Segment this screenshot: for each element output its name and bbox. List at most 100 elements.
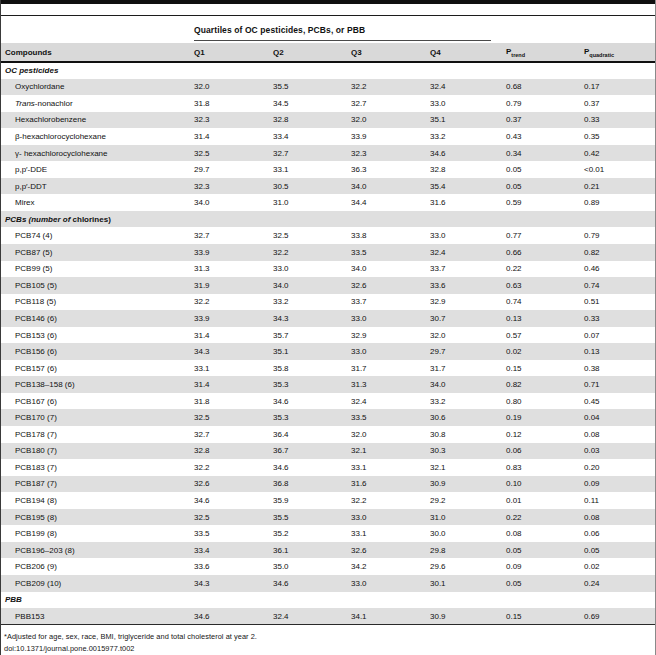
value-cell: 0.22: [506, 509, 584, 526]
value-cell: 32.7: [273, 145, 351, 162]
label-part: PCBs (number of: [5, 215, 73, 224]
table-row: PCB138–158 (6)31.435.331.334.00.820.71: [1, 376, 655, 393]
top-thin-rule: [1, 15, 655, 16]
value-cell: 0.02: [506, 343, 584, 360]
value-cell: 0.59: [506, 194, 584, 211]
value-cell: 33.5: [351, 244, 430, 261]
label-part: PCB209 (10): [15, 579, 61, 588]
compound-name: PCB118 (5): [1, 294, 194, 311]
value-cell: 32.4: [351, 393, 430, 410]
compound-name: PCB183 (7): [1, 459, 194, 476]
value-cell: 36.7: [273, 443, 351, 460]
value-cell: 34.6: [194, 492, 273, 509]
value-cell: 0.57: [506, 327, 584, 344]
value-cell: 33.6: [430, 277, 506, 294]
value-cell: 32.4: [430, 79, 506, 96]
value-cell: 32.5: [194, 145, 273, 162]
value-cell: 30.9: [430, 608, 506, 625]
value-cell: 33.0: [351, 310, 430, 327]
value-cell: 33.9: [194, 244, 273, 261]
label-part: PCB87 (5): [15, 248, 52, 257]
value-cell: 33.0: [351, 509, 430, 526]
value-cell: 0.46: [584, 261, 655, 278]
table-row: PCB196–203 (8)33.436.132.629.80.050.05: [1, 542, 655, 559]
value-cell: 35.3: [273, 409, 351, 426]
value-cell: 34.6: [273, 393, 351, 410]
compound-name: PCB194 (8): [1, 492, 194, 509]
value-cell: 32.3: [194, 112, 273, 129]
label-part: p,p′-DDE: [15, 165, 47, 174]
value-cell: 32.8: [273, 112, 351, 129]
value-cell: 0.82: [506, 376, 584, 393]
value-cell: 34.0: [430, 376, 506, 393]
value-cell: 33.4: [273, 128, 351, 145]
value-cell: 33.0: [351, 343, 430, 360]
value-cell: 33.1: [351, 525, 430, 542]
label-part: Mirex: [15, 198, 35, 207]
value-cell: 34.4: [351, 194, 430, 211]
label-part: β-hexachlorocyclohexane: [15, 132, 106, 141]
value-cell: 34.0: [351, 261, 430, 278]
p-trend-sub: trend: [511, 51, 525, 57]
value-cell: 0.37: [584, 95, 655, 112]
value-cell: 30.1: [430, 575, 506, 592]
value-cell: 0.05: [584, 542, 655, 559]
value-cell: 33.7: [351, 294, 430, 311]
column-header-row: Compounds Q1 Q2 Q3 Q4 Ptrend Pquadratic: [1, 43, 655, 62]
compound-name: PCB153 (6): [1, 327, 194, 344]
label-part: PCB167 (6): [15, 397, 57, 406]
value-cell: 0.79: [506, 95, 584, 112]
compound-name: PCB180 (7): [1, 443, 194, 460]
table-row: PCB105 (5)31.934.032.633.60.630.74: [1, 277, 655, 294]
value-cell: 0.77: [506, 227, 584, 244]
value-cell: 0.13: [506, 310, 584, 327]
value-cell: 0.45: [584, 393, 655, 410]
compound-name: PCB167 (6): [1, 393, 194, 410]
value-cell: 0.20: [584, 459, 655, 476]
footnote-doi: doi:10.1371/journal.pone.0015977.t002: [4, 644, 134, 653]
compound-name: Trans-nonachlor: [1, 95, 194, 112]
col-header-q4: Q4: [430, 43, 506, 62]
table-row: PCB199 (8)33.535.233.130.00.080.06: [1, 525, 655, 542]
value-cell: 0.15: [506, 360, 584, 377]
compound-name: PCB195 (8): [1, 509, 194, 526]
value-cell: 32.6: [194, 476, 273, 493]
table-row: PCB183 (7)32.234.633.132.10.830.20: [1, 459, 655, 476]
value-cell: 33.1: [351, 459, 430, 476]
value-cell: 32.9: [430, 294, 506, 311]
value-cell: 30.3: [430, 443, 506, 460]
value-cell: 32.7: [194, 426, 273, 443]
value-cell: 33.9: [351, 128, 430, 145]
label-part: PCB180 (7): [15, 446, 57, 455]
label-part: Trans: [15, 99, 35, 108]
col-header-q1: Q1: [194, 43, 273, 62]
compound-name: γ- hexachlorocyclohexane: [1, 145, 194, 162]
label-part: PCB99 (5): [15, 264, 52, 273]
value-cell: 29.7: [194, 161, 273, 178]
value-cell: 0.68: [506, 79, 584, 96]
value-cell: 35.3: [273, 376, 351, 393]
table-row: PBB15334.632.434.130.90.150.69: [1, 608, 655, 625]
value-cell: 30.0: [430, 525, 506, 542]
compound-name: PCB74 (4): [1, 227, 194, 244]
value-cell: 32.4: [273, 608, 351, 625]
compound-name: PCB105 (5): [1, 277, 194, 294]
value-cell: 31.6: [430, 194, 506, 211]
value-cell: 0.43: [506, 128, 584, 145]
value-cell: 36.1: [273, 542, 351, 559]
table-row: PCB153 (6)31.435.732.932.00.570.07: [1, 327, 655, 344]
value-cell: 30.9: [430, 476, 506, 493]
value-cell: 35.1: [273, 343, 351, 360]
quartiles-span-header: Quartiles of OC pesticides, PCBs, or PBB: [194, 25, 365, 35]
value-cell: 0.71: [584, 376, 655, 393]
table-row: Trans-nonachlor31.834.532.733.00.790.37: [1, 95, 655, 112]
table-row: PCB194 (8)34.635.932.229.20.010.11: [1, 492, 655, 509]
value-cell: 31.8: [194, 393, 273, 410]
compound-name: PCB157 (6): [1, 360, 194, 377]
label-part: γ- hexachlorocyclohexane: [15, 149, 108, 158]
value-cell: 32.2: [273, 244, 351, 261]
value-cell: 33.9: [194, 310, 273, 327]
value-cell: 33.0: [273, 261, 351, 278]
table-row: β-hexachlorocyclohexane31.433.433.933.20…: [1, 128, 655, 145]
table-row: PCB99 (5)31.333.034.033.70.220.46: [1, 261, 655, 278]
